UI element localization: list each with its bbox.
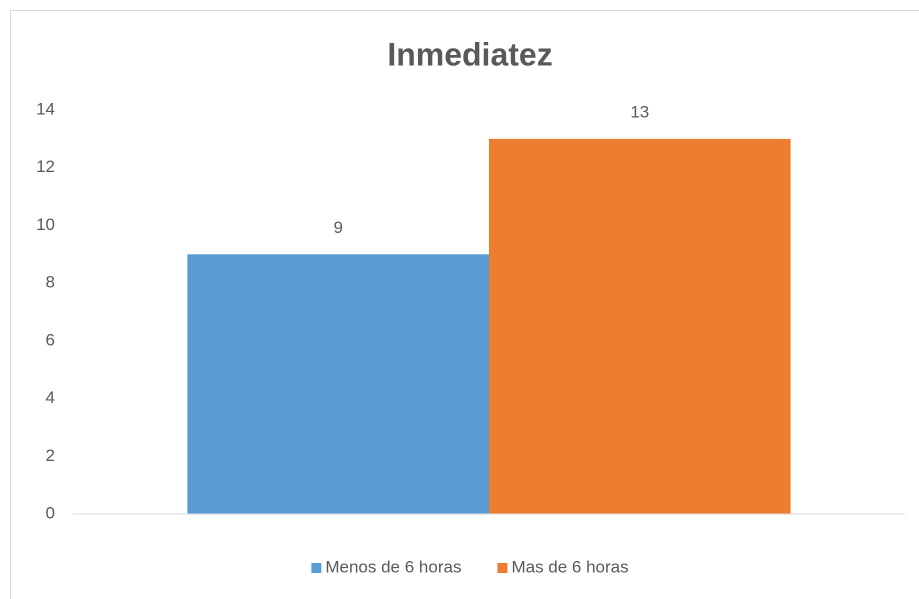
data-label: 13: [630, 102, 649, 121]
y-tick-label: 10: [36, 215, 55, 234]
y-tick-label: 14: [36, 99, 55, 118]
y-tick-label: 4: [46, 388, 55, 407]
y-tick-label: 2: [46, 446, 55, 465]
y-tick-label: 0: [46, 503, 55, 522]
y-tick-label: 6: [46, 330, 55, 349]
legend-label: Menos de 6 horas: [325, 557, 461, 576]
y-tick-label: 12: [36, 157, 55, 176]
bar: [187, 254, 489, 515]
bar: [489, 138, 791, 514]
y-tick-label: 8: [46, 273, 55, 292]
legend-label: Mas de 6 horas: [511, 557, 628, 576]
legend-swatch: [497, 563, 508, 573]
chart-title: Inmediatez: [387, 36, 552, 72]
legend-swatch: [311, 563, 322, 573]
data-label: 9: [333, 218, 342, 237]
